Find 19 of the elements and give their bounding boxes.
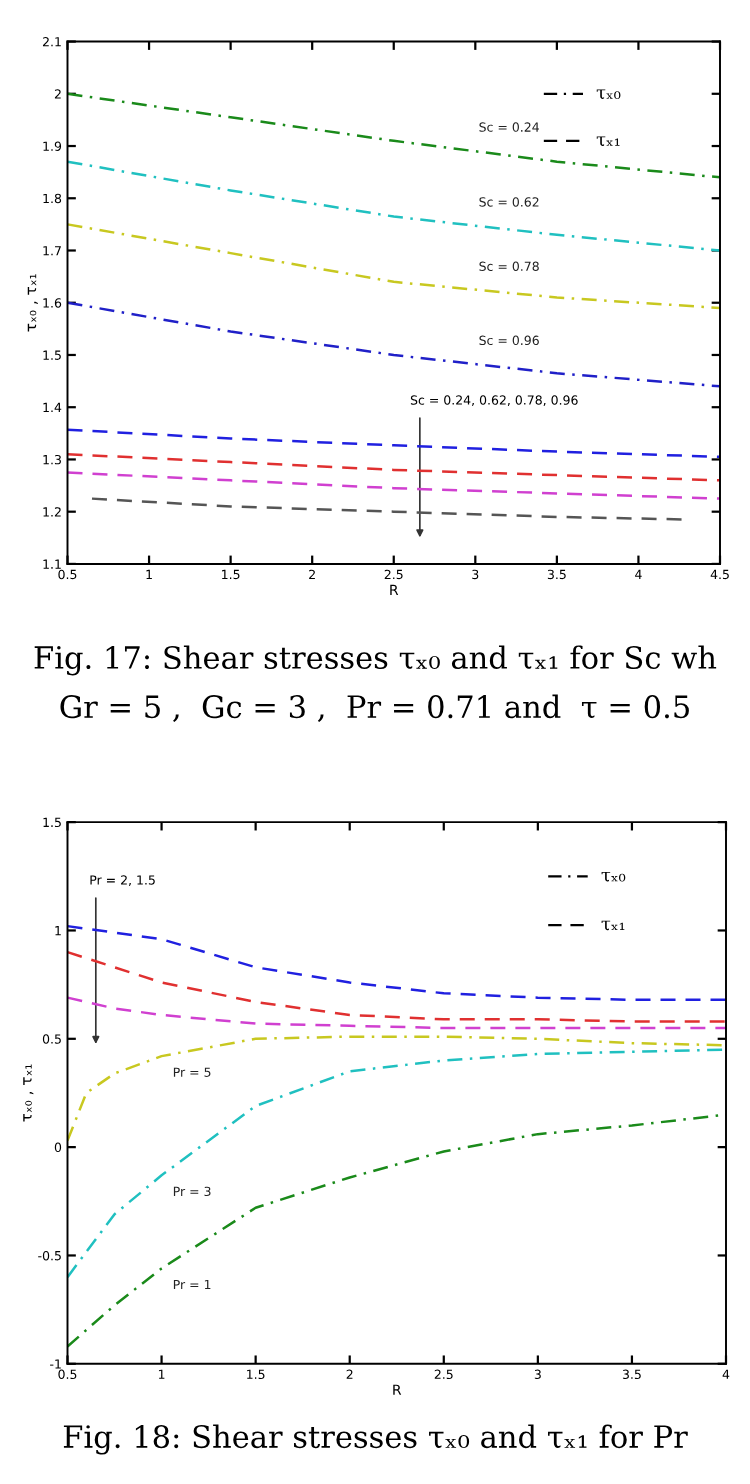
line-series <box>67 301 720 388</box>
annotation: τₓ₀ <box>601 871 626 882</box>
annotation: τₓ₁ <box>601 920 625 931</box>
line-series <box>67 996 726 1030</box>
line-series <box>67 92 720 179</box>
line-series <box>67 1035 726 1142</box>
line-series <box>67 1048 726 1279</box>
line-series <box>67 428 720 459</box>
caption: Fig. 17: Shear stresses τₓ₀ and τₓ₁ for Sc wh <box>34 645 717 676</box>
line-series <box>67 452 720 482</box>
line-series <box>67 924 726 1002</box>
line-series <box>67 471 720 500</box>
line-series <box>67 950 726 1023</box>
line-series <box>67 160 720 252</box>
line-series <box>67 223 720 310</box>
annotation: τₓ₀ <box>596 89 621 99</box>
caption: Fig. 18: Shear stresses τₓ₀ and τₓ₁ for Pr <box>63 1424 688 1455</box>
annotation: τₓ₁ <box>596 136 620 146</box>
text: Gr = 5 , Gc = 3 , Pr = 0.71 and τ = 0.5 <box>60 694 689 722</box>
